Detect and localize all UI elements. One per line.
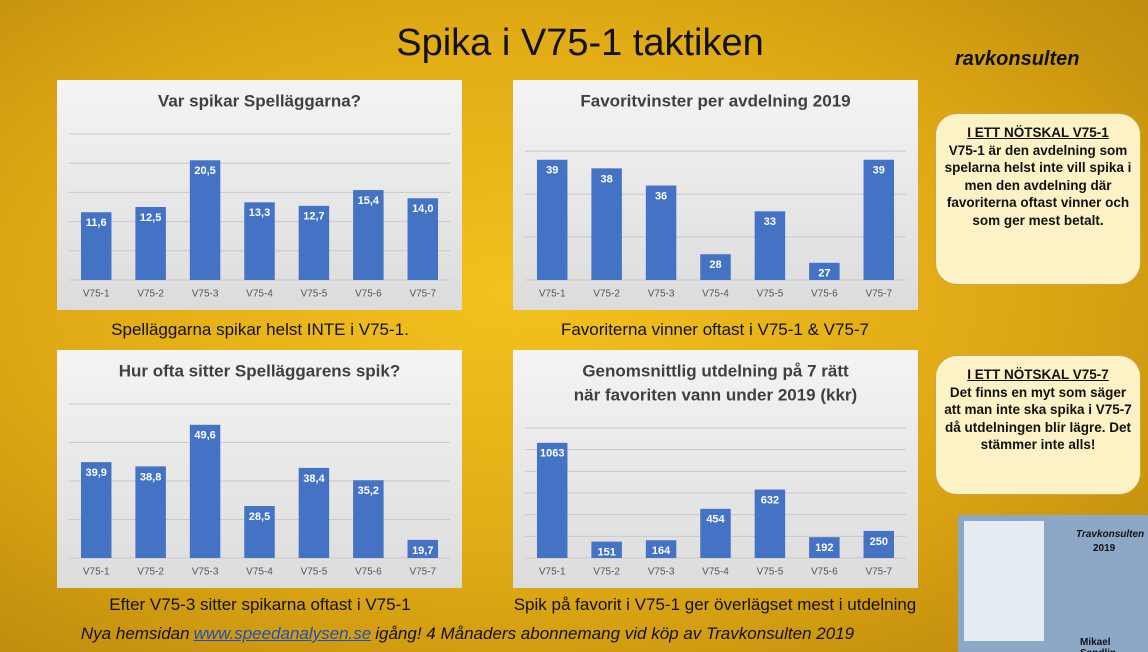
data-label: 38,4: [303, 473, 325, 485]
bar: [537, 160, 567, 280]
data-label: 38: [601, 173, 613, 185]
x-tick-label: V75-5: [757, 289, 784, 300]
x-tick-label: V75-3: [648, 567, 675, 578]
caption: Favoriterna vinner oftast i V75-1 & V75-…: [485, 320, 945, 340]
footer-link[interactable]: www.speedanalysen.se: [194, 624, 372, 643]
chart-panel: Genomsnittlig utdelning på 7 rätt när fav…: [513, 350, 918, 588]
data-label: 28,5: [249, 511, 270, 523]
data-label: 15,4: [358, 195, 380, 207]
x-tick-label: V75-7: [865, 289, 892, 300]
x-tick-label: V75-6: [811, 567, 838, 578]
x-tick-label: V75-7: [409, 567, 436, 578]
chart: Var spikar Spelläggarna? V75-1 11,6 V75-2 12…: [57, 80, 462, 310]
slide: Spika i V75-1 taktiken ravkonsulten Var …: [0, 0, 1148, 652]
footer-text: Nya hemsidan: [81, 624, 190, 643]
x-tick-label: V75-2: [593, 567, 620, 578]
data-label: 19,7: [412, 545, 433, 557]
data-label: 38,8: [140, 471, 161, 483]
x-tick-label: V75-1: [83, 567, 110, 578]
data-label: 33: [764, 216, 776, 228]
x-tick-label: V75-1: [539, 289, 566, 300]
chart: Favoritvinster per avdelning 2019 V75-1 39…: [513, 80, 918, 310]
chart: Hur ofta sitter Spelläggarens spik? V75-1…: [57, 350, 462, 588]
chart-title: Hur ofta sitter Spelläggarens spik?: [119, 361, 401, 380]
data-label: 151: [597, 547, 615, 559]
logo: ravkonsulten: [955, 48, 1079, 71]
chart-title: Genomsnittlig utdelning på 7 rätt: [582, 361, 849, 380]
book-year: 2019: [1093, 543, 1115, 554]
data-label: 49,6: [194, 430, 215, 442]
x-tick-label: V75-6: [355, 289, 382, 300]
book-page: [964, 521, 1044, 641]
x-tick-label: V75-3: [192, 289, 219, 300]
chart-panel: Favoritvinster per avdelning 2019 V75-1 39…: [513, 80, 918, 310]
info-box: I ETT NÖTSKAL V75-7 Det finns en myt som…: [935, 355, 1141, 495]
x-tick-label: V75-1: [83, 289, 110, 300]
data-label: 35,2: [358, 485, 379, 497]
caption: Spik på favorit i V75-1 ger överlägset m…: [485, 595, 945, 615]
book-author: Mikael Sandlin: [1080, 637, 1148, 652]
info-box: I ETT NÖTSKAL V75-1 V75-1 är den avdelni…: [935, 113, 1141, 285]
x-tick-label: V75-6: [355, 567, 382, 578]
bar: [537, 443, 567, 558]
data-label: 192: [815, 542, 833, 554]
data-label: 39,9: [86, 467, 107, 479]
chart-title: Favoritvinster per avdelning 2019: [580, 91, 850, 110]
x-tick-label: V75-4: [702, 289, 729, 300]
x-tick-label: V75-3: [648, 289, 675, 300]
data-label: 1063: [540, 448, 564, 460]
book-title: Travkonsulten: [1076, 529, 1144, 540]
bar: [864, 160, 894, 280]
x-tick-label: V75-7: [865, 567, 892, 578]
data-label: 39: [546, 165, 558, 177]
data-label: 13,3: [249, 207, 270, 219]
data-label: 14,0: [412, 203, 433, 215]
chart-panel: Var spikar Spelläggarna? V75-1 11,6 V75-2 12…: [57, 80, 462, 310]
book-cover: Travkonsulten 2019 Mikael Sandlin: [958, 515, 1148, 652]
data-label: 20,5: [194, 165, 215, 177]
x-tick-label: V75-2: [137, 289, 164, 300]
chart-title: när favoriten vann under 2019 (kkr): [574, 385, 857, 404]
chart: Genomsnittlig utdelning på 7 rätt när fav…: [513, 350, 918, 588]
x-tick-label: V75-5: [301, 289, 328, 300]
data-label: 11,6: [86, 217, 107, 229]
x-tick-label: V75-7: [409, 289, 436, 300]
data-label: 39: [873, 165, 885, 177]
caption: Spelläggarna spikar helst INTE i V75-1.: [30, 320, 490, 340]
box-text: Det finns en myt som säger att man inte …: [944, 385, 1132, 453]
box-text: V75-1 är den avdelning som spelarna hels…: [945, 143, 1132, 228]
data-label: 36: [655, 190, 667, 202]
x-tick-label: V75-2: [137, 567, 164, 578]
x-tick-label: V75-4: [246, 567, 273, 578]
footer-text: igång! 4 Månaders abonnemang vid köp av …: [375, 624, 854, 643]
x-tick-label: V75-5: [757, 567, 784, 578]
x-tick-label: V75-1: [539, 567, 566, 578]
data-label: 454: [706, 514, 725, 526]
data-label: 12,5: [140, 212, 161, 224]
slide-title: Spika i V75-1 taktiken: [180, 22, 980, 65]
x-tick-label: V75-3: [192, 567, 219, 578]
data-label: 164: [652, 545, 671, 557]
x-tick-label: V75-6: [811, 289, 838, 300]
data-label: 250: [870, 536, 888, 548]
data-label: 632: [761, 494, 779, 506]
data-label: 12,7: [303, 211, 324, 223]
data-label: 28: [709, 259, 721, 271]
chart-panel: Hur ofta sitter Spelläggarens spik? V75-1…: [57, 350, 462, 588]
box-heading: I ETT NÖTSKAL V75-1: [944, 124, 1132, 142]
data-label: 27: [818, 268, 830, 280]
x-tick-label: V75-4: [246, 289, 273, 300]
chart-title: Var spikar Spelläggarna?: [158, 91, 361, 110]
x-tick-label: V75-4: [702, 567, 729, 578]
bar: [190, 425, 220, 558]
bar: [190, 160, 220, 280]
box-heading: I ETT NÖTSKAL V75-7: [944, 366, 1132, 384]
x-tick-label: V75-5: [301, 567, 328, 578]
x-tick-label: V75-2: [593, 289, 620, 300]
caption: Efter V75-3 sitter spikarna oftast i V75…: [30, 595, 490, 615]
